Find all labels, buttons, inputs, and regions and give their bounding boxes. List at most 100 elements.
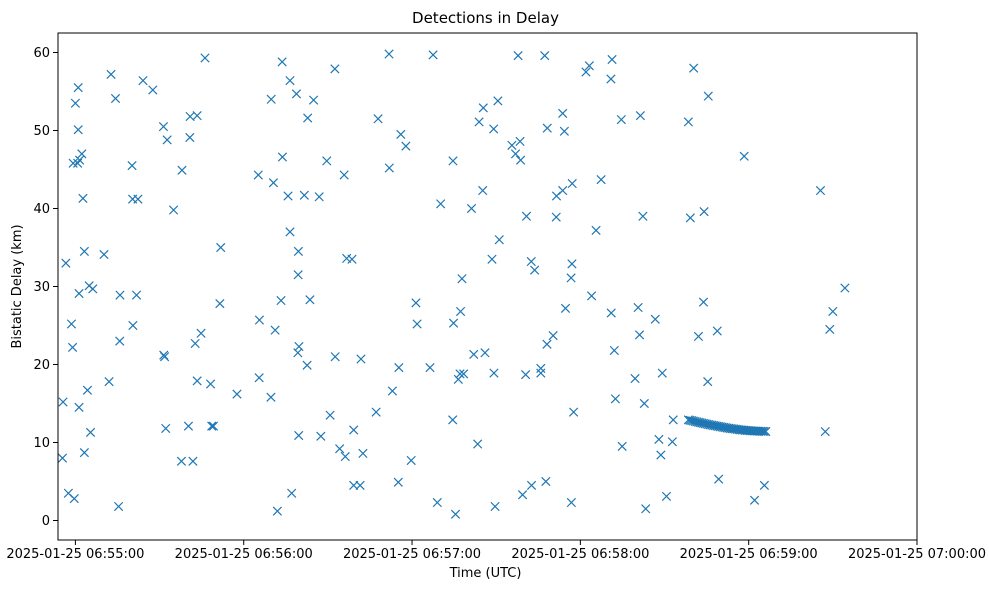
data-point-marker (567, 178, 577, 189)
data-point-marker (641, 504, 651, 514)
data-point-marker (530, 265, 540, 275)
data-point-marker (384, 163, 394, 173)
data-point-marker (74, 402, 84, 413)
data-point-marker (77, 149, 87, 159)
data-point-marker (215, 299, 225, 309)
data-point-marker (489, 368, 499, 378)
data-point-marker (457, 274, 467, 284)
data-point-marker (393, 477, 403, 487)
data-point-marker (196, 328, 206, 338)
data-point-marker (712, 326, 722, 336)
data-point-marker (581, 67, 591, 77)
data-point-marker (207, 421, 217, 431)
data-point-marker (825, 324, 835, 335)
data-point-marker (466, 203, 477, 214)
data-point-marker (325, 410, 335, 420)
data-point-marker (757, 426, 768, 436)
data-point-marker (828, 306, 838, 317)
data-point-marker (478, 103, 488, 113)
data-point-marker (277, 57, 287, 67)
data-point-marker (322, 156, 332, 166)
data-point-marker (667, 437, 677, 447)
data-point-marker (276, 295, 286, 306)
data-point-marker (650, 314, 660, 324)
data-point-marker (654, 434, 664, 445)
data-point-marker (183, 421, 194, 431)
data-point-marker (596, 175, 606, 185)
data-point-marker (521, 370, 531, 380)
data-point-marker (617, 441, 627, 452)
data-point-marker (299, 190, 309, 200)
data-point-marker (85, 427, 96, 437)
data-point-marker (287, 488, 297, 498)
data-point-marker (302, 360, 312, 370)
data-point-marker (459, 369, 469, 379)
data-point-marker (159, 352, 170, 362)
data-point-marker (517, 490, 528, 500)
data-point-marker (473, 439, 483, 449)
data-point-marker (69, 494, 79, 504)
data-point-marker (739, 151, 749, 161)
data-point-marker (633, 302, 643, 313)
data-point-marker (208, 421, 219, 431)
data-point-marker (448, 156, 458, 166)
data-point-marker (685, 213, 695, 223)
data-point-marker (584, 61, 594, 71)
data-point-marker (266, 94, 276, 104)
data-point-marker (820, 426, 830, 437)
data-point-marker (113, 501, 124, 512)
data-point-marker (138, 75, 148, 86)
data-point-marker (340, 451, 350, 462)
data-point-marker (291, 89, 302, 99)
y-axis-label: Bistatic Delay (km) (10, 224, 25, 348)
data-point-marker (606, 74, 616, 84)
data-point-marker (115, 336, 125, 346)
data-point-marker (494, 235, 504, 245)
data-point-marker (373, 114, 383, 124)
x-tick-label: 2025-01-25 06:56:00 (175, 547, 313, 562)
y-tick-label: 10 (33, 436, 50, 451)
data-point-marker (74, 155, 85, 165)
data-point-marker (88, 284, 98, 294)
data-point-marker (551, 212, 561, 222)
data-point-marker (448, 415, 458, 425)
data-point-marker (515, 155, 526, 165)
data-point-marker (394, 362, 404, 373)
data-point-marker (131, 290, 142, 300)
data-point-marker (82, 385, 93, 395)
data-point-marker (759, 480, 770, 491)
data-point-marker (73, 82, 83, 93)
y-tick-label: 60 (33, 46, 50, 61)
data-point-marker (293, 270, 303, 280)
data-point-marker (448, 318, 459, 328)
data-point-marker (568, 407, 579, 417)
data-point-marker (188, 456, 198, 466)
data-point-marker (303, 113, 313, 123)
data-point-marker (761, 426, 771, 437)
data-point-marker (566, 497, 577, 508)
y-axis: 0 10 20 30 40 50 60 (33, 46, 58, 529)
data-point-marker (609, 345, 619, 356)
data-point-marker (469, 349, 479, 359)
data-point-marker (335, 444, 345, 454)
x-tick-label: 2025-01-25 06:57:00 (343, 547, 481, 562)
data-point-marker (450, 509, 461, 519)
data-point-marker (330, 64, 340, 74)
x-tick-label: 2025-01-25 06:55:00 (6, 547, 144, 562)
data-point-marker (610, 394, 621, 404)
data-point-marker (192, 376, 202, 386)
data-point-marker (515, 136, 525, 147)
x-axis-label: Time (UTC) (449, 566, 522, 581)
data-point-marker (66, 319, 77, 329)
y-tick-label: 40 (33, 202, 50, 217)
data-point-marker (526, 480, 537, 491)
data-point-marker (285, 75, 295, 86)
data-point-marker (401, 141, 411, 151)
data-point-marker (104, 377, 114, 387)
data-point-marker (396, 129, 406, 140)
data-point-marker (542, 339, 552, 349)
data-point-marker (200, 53, 210, 63)
data-point-marker (759, 426, 769, 437)
data-point-marker (161, 423, 171, 434)
